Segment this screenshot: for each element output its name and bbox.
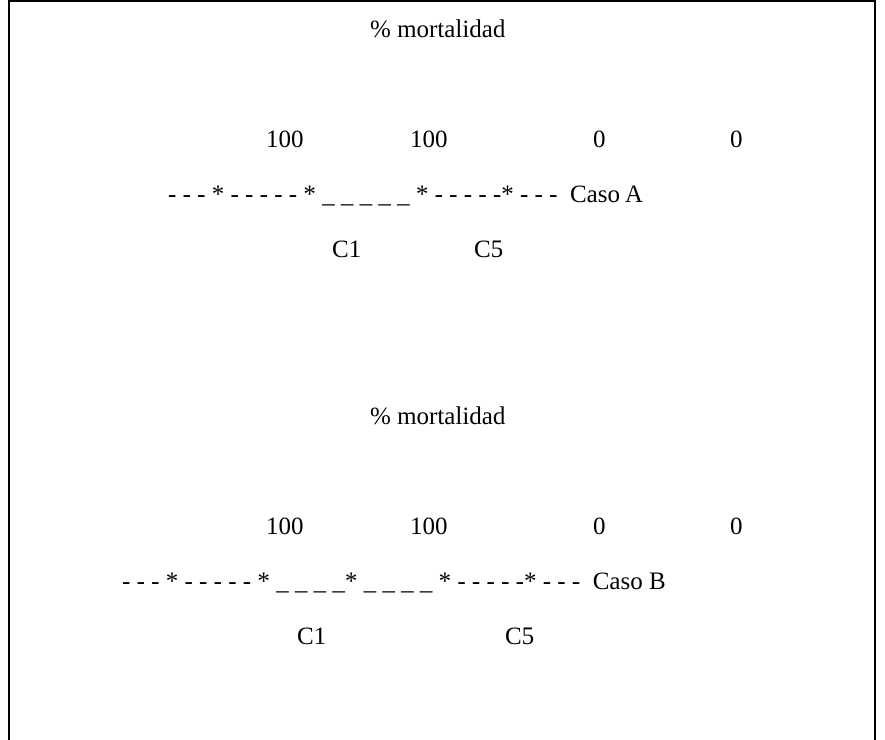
case-a-value-1: 100: [266, 126, 304, 153]
case-b-header: % mortalidad: [370, 403, 506, 430]
case-a-header: % mortalidad: [370, 16, 506, 43]
case-b-value-1: 100: [266, 513, 304, 540]
case-b-label-c1: C1: [297, 623, 327, 650]
case-b-line: - - - * - - - - - * _ _ _ _* _ _ _ _ * -…: [122, 568, 666, 595]
document-frame: [8, 0, 876, 740]
case-b-label-c5: C5: [505, 623, 535, 650]
case-a-label-c5: C5: [474, 236, 504, 263]
case-a-value-4: 0: [730, 126, 743, 153]
case-a-label-c1: C1: [332, 236, 362, 263]
case-b-value-4: 0: [730, 513, 743, 540]
case-a-value-2: 100: [410, 126, 448, 153]
case-b-value-3: 0: [593, 513, 606, 540]
case-a-value-3: 0: [593, 126, 606, 153]
case-b-value-2: 100: [410, 513, 448, 540]
case-a-line: - - - * - - - - - * _ _ _ _ _ * - - - - …: [168, 181, 643, 208]
